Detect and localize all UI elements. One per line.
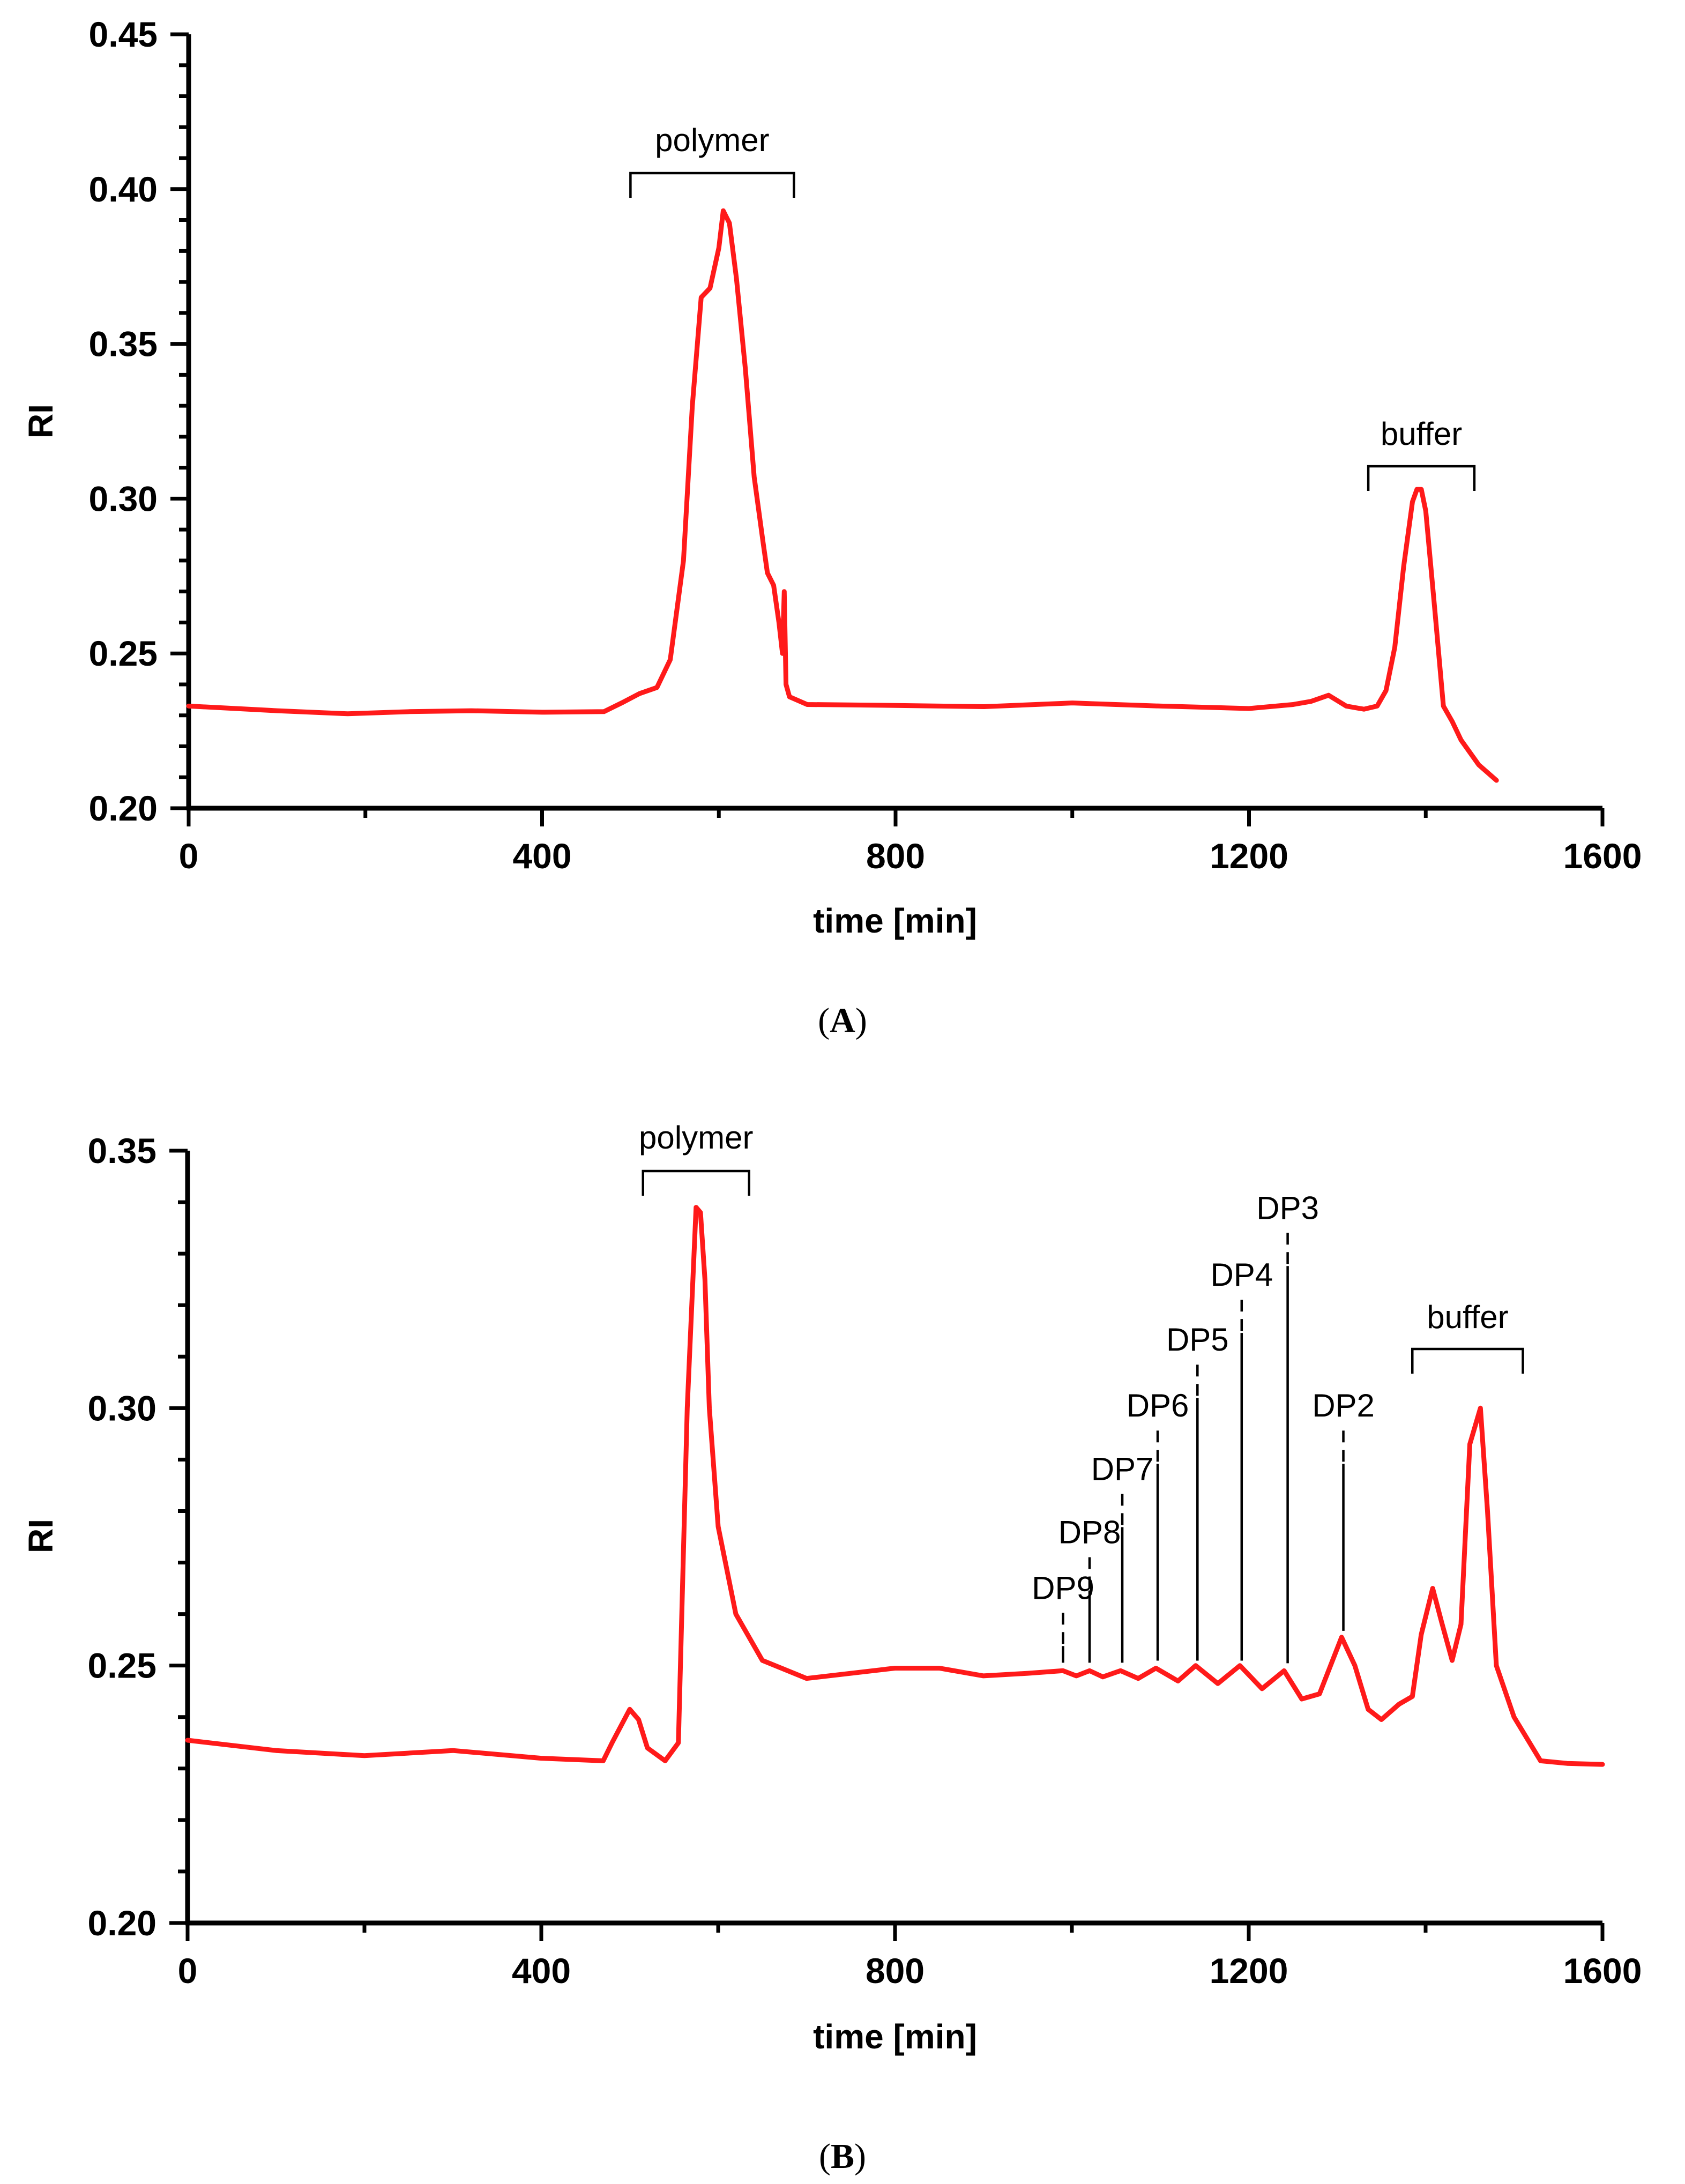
y-ticks: 0.20 0.25 0.30 0.35 0.40 0.45: [89, 14, 189, 828]
y-tick-label: 0.40: [89, 169, 158, 209]
annotation-label: buffer: [1381, 416, 1462, 452]
peak-label: DP7: [1091, 1451, 1154, 1487]
x-tick-label: 1600: [1563, 1951, 1642, 1991]
x-tick-label: 0: [178, 1951, 198, 1991]
peak-label: DP5: [1166, 1322, 1229, 1358]
x-tick-label: 1200: [1210, 836, 1288, 876]
y-tick-label: 0.45: [89, 14, 158, 54]
y-tick-label: 0.30: [89, 479, 158, 518]
peak-labels-b: DP9 DP8 DP7 DP6 DP5 DP4 DP3 DP2: [1032, 1190, 1375, 1664]
x-axis-label: time [min]: [813, 901, 977, 940]
peak-label: DP9: [1032, 1570, 1094, 1606]
x-tick-label: 400: [512, 836, 571, 876]
panel-letter-a: A: [830, 1001, 855, 1040]
y-tick-label: 0.25: [89, 633, 158, 673]
ri-trace-b: [185, 1205, 1605, 1767]
y-tick-label: 0.35: [89, 324, 158, 364]
panel-label-a: (A): [818, 1001, 867, 1040]
annotations-a: polymer buffer: [629, 122, 1476, 491]
chart-panel-b: 0.20 0.25 0.30 0.35 0 400 800 1200 1600 RI time…: [21, 1120, 1642, 2176]
x-ticks: 0 400 800 1200 1600: [179, 808, 1642, 876]
ri-trace-a: [186, 208, 1499, 783]
annotation-label: polymer: [639, 1120, 753, 1156]
panel-letter-b: B: [831, 2137, 854, 2176]
y-tick-label: 0.20: [89, 788, 158, 828]
x-tick-label: 0: [179, 836, 199, 876]
x-tick-label: 800: [866, 836, 925, 876]
x-tick-label: 400: [512, 1951, 571, 1991]
y-axis-label: RI: [21, 1519, 60, 1553]
x-tick-label: 1600: [1563, 836, 1642, 876]
peak-label: DP8: [1058, 1515, 1121, 1551]
chart-panel-a: 0.20 0.25 0.30 0.35 0.40 0.45 0 400 800 1200 1600…: [21, 14, 1642, 1040]
y-tick-label: 0.25: [88, 1646, 156, 1686]
x-ticks: 0 400 800 1200 1600: [178, 1923, 1642, 1991]
y-tick-label: 0.30: [88, 1388, 156, 1428]
annotation-bracket: [629, 172, 795, 198]
peak-label: DP4: [1210, 1257, 1273, 1293]
x-axis-label: time [min]: [813, 2017, 977, 2056]
y-axis-label: RI: [21, 404, 60, 438]
y-tick-label: 0.35: [88, 1131, 156, 1171]
y-ticks: 0.20 0.25 0.30 0.35: [88, 1131, 188, 1943]
annotation-label: buffer: [1427, 1299, 1508, 1335]
peak-label: DP3: [1256, 1190, 1319, 1226]
annotation-label: polymer: [655, 122, 769, 158]
peak-label: DP6: [1127, 1388, 1189, 1423]
x-tick-label: 800: [866, 1951, 924, 1991]
annotation-bracket: [1411, 1347, 1524, 1374]
annotation-bracket: [1367, 465, 1476, 491]
panel-label-b: (B): [819, 2137, 866, 2176]
x-tick-label: 1200: [1210, 1951, 1288, 1991]
annotation-bracket: [642, 1169, 750, 1196]
peak-label: DP2: [1312, 1388, 1375, 1423]
annotations-b: polymer buffer: [639, 1120, 1524, 1374]
y-tick-label: 0.20: [88, 1903, 156, 1943]
